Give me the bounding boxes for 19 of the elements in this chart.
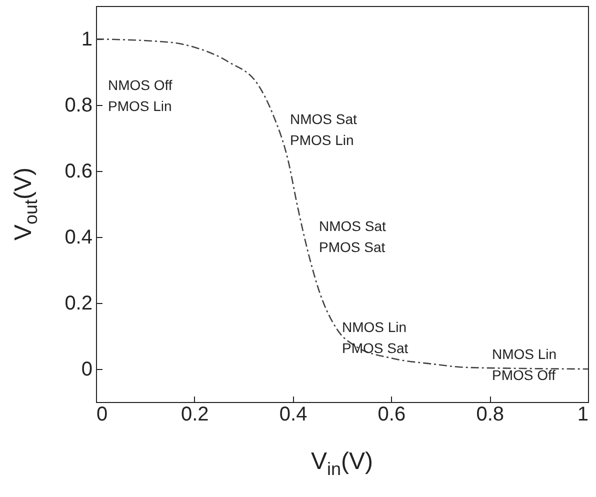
x-axis-title: V$_{in}$(V) xyxy=(310,448,374,480)
x-tick-label: 0.4 xyxy=(279,404,308,426)
x-tick-label: 0.6 xyxy=(378,404,406,426)
x-tick-label: 0 xyxy=(96,404,108,426)
x-tick-label: 0.2 xyxy=(180,404,209,426)
y-tick-label: 0.2 xyxy=(64,292,92,314)
annotation: NMOS Lin PMOS Off xyxy=(492,346,557,383)
y-tick-label: 0.6 xyxy=(64,160,92,182)
y-tick-label: 1 xyxy=(81,28,92,50)
y-tick-label: 0 xyxy=(81,358,92,380)
x-tick-label: 0.8 xyxy=(476,404,504,426)
y-tick-label: 0.4 xyxy=(64,226,92,248)
annotation: NMOS Sat PMOS Lin xyxy=(290,111,358,148)
line-series xyxy=(96,38,588,370)
annotation: NMOS Lin PMOS Sat xyxy=(342,319,408,356)
annotation: NMOS Off PMOS Lin xyxy=(108,77,172,114)
y-tick-label: 0.8 xyxy=(64,94,92,116)
x-tick-label: 1 xyxy=(577,404,588,426)
annotation: NMOS Sat PMOS Sat xyxy=(319,218,386,255)
